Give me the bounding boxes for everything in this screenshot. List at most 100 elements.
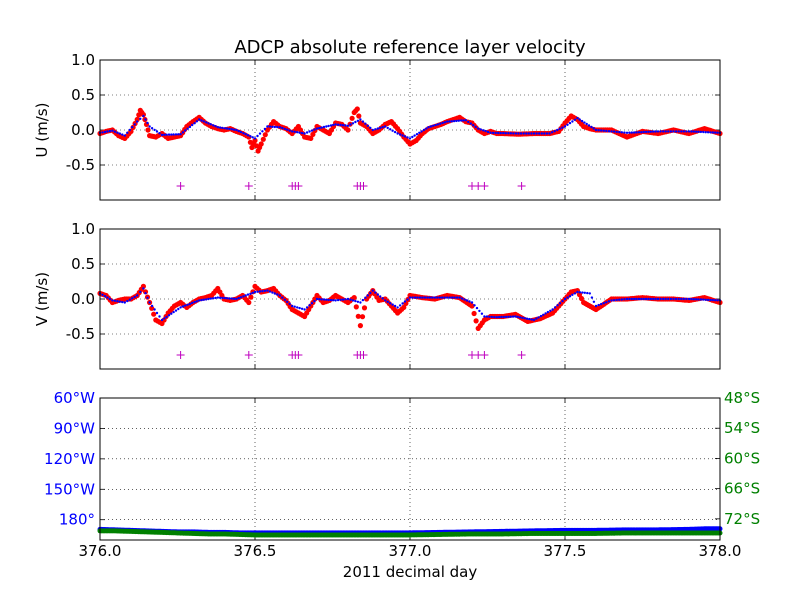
smoothed-point bbox=[376, 127, 379, 130]
smoothed-point bbox=[266, 125, 269, 128]
smoothed-point bbox=[228, 297, 231, 300]
smoothed-point bbox=[291, 304, 294, 308]
smoothed-point bbox=[475, 306, 479, 310]
smoothed-point bbox=[384, 125, 387, 128]
smoothed-point bbox=[480, 312, 484, 315]
smoothed-point bbox=[644, 130, 648, 134]
smoothed-point bbox=[465, 299, 469, 302]
smoothed-point bbox=[163, 317, 166, 320]
smoothed-point bbox=[322, 125, 326, 129]
longitude-tick-label: 120°W bbox=[44, 450, 95, 468]
smoothed-point bbox=[413, 296, 417, 299]
smoothed-point bbox=[423, 296, 427, 299]
longitude-tick-label: 60°W bbox=[54, 389, 96, 407]
smoothed-point bbox=[339, 298, 342, 301]
smoothed-point bbox=[251, 136, 254, 139]
flag-markers bbox=[176, 182, 526, 190]
smoothed-point bbox=[592, 300, 596, 303]
raw-point bbox=[145, 127, 151, 133]
smoothed-point bbox=[433, 296, 436, 299]
smoothed-point bbox=[607, 130, 611, 133]
smoothed-point bbox=[544, 312, 547, 315]
smoothed-point bbox=[184, 129, 187, 132]
smoothed-point bbox=[620, 298, 623, 301]
smoothed-point bbox=[136, 294, 139, 297]
smoothed-point bbox=[436, 123, 440, 126]
smoothed-point bbox=[568, 295, 572, 298]
flag-marker bbox=[294, 351, 303, 359]
smoothed-point bbox=[253, 290, 257, 294]
smoothed-point bbox=[341, 124, 345, 127]
smoothed-point bbox=[558, 127, 561, 130]
smoothed-point bbox=[239, 130, 243, 134]
smoothed-point bbox=[538, 132, 541, 135]
x-tick-label: 377.0 bbox=[389, 542, 432, 560]
smoothed-point bbox=[633, 297, 636, 301]
smoothed-point bbox=[418, 296, 422, 299]
smoothed-point bbox=[381, 126, 384, 129]
smoothed-point bbox=[144, 292, 147, 295]
smoothed-point bbox=[457, 119, 460, 122]
smoothed-point bbox=[649, 297, 652, 301]
smoothed-point bbox=[123, 134, 127, 137]
smoothed-point bbox=[467, 120, 470, 124]
smoothed-point bbox=[527, 132, 530, 135]
smoothed-point bbox=[486, 130, 490, 134]
smoothed-point bbox=[310, 302, 314, 305]
smoothed-point bbox=[133, 123, 136, 126]
smoothed-point bbox=[253, 137, 257, 140]
smoothed-point bbox=[543, 132, 546, 135]
smoothed-point bbox=[393, 130, 397, 134]
flag-marker bbox=[517, 351, 526, 359]
smoothed-point bbox=[261, 130, 264, 133]
smoothed-point bbox=[431, 296, 434, 299]
smoothed-point bbox=[647, 130, 650, 133]
smoothed-point bbox=[687, 297, 691, 301]
smoothed-point bbox=[334, 123, 337, 126]
smoothed-point bbox=[305, 306, 309, 309]
smoothed-point bbox=[118, 300, 122, 303]
smoothed-point bbox=[401, 134, 404, 137]
smoothed-point bbox=[662, 297, 665, 301]
smoothed-point bbox=[586, 291, 589, 295]
smoothed-point bbox=[532, 132, 536, 135]
smoothed-point bbox=[300, 307, 304, 310]
smoothed-point bbox=[411, 296, 414, 299]
smoothed-point bbox=[212, 124, 215, 127]
smoothed-point bbox=[146, 121, 149, 125]
smoothed-point bbox=[550, 131, 554, 134]
smoothed-point bbox=[334, 299, 337, 302]
smoothed-point bbox=[160, 318, 164, 322]
flag-marker bbox=[244, 351, 253, 359]
smoothed-point bbox=[179, 133, 182, 136]
smoothed-point bbox=[625, 297, 629, 301]
smoothed-point bbox=[366, 124, 369, 128]
smoothed-point bbox=[172, 133, 175, 136]
smoothed-point bbox=[497, 131, 500, 135]
smoothed-point bbox=[497, 315, 501, 319]
smoothed-point bbox=[674, 130, 678, 133]
y-tick-label: 1.0 bbox=[71, 51, 95, 69]
smoothed-point bbox=[214, 296, 217, 300]
smoothed-point bbox=[652, 297, 655, 301]
smoothed-point bbox=[142, 287, 145, 290]
position-panel: 60°W 90°W 120°W 150°W 180° 48°S 54°S 60°S 66°S 72… bbox=[44, 389, 760, 560]
raw-point bbox=[469, 303, 475, 309]
smoothed-point bbox=[318, 126, 321, 130]
smoothed-point bbox=[126, 131, 129, 134]
smoothed-point bbox=[610, 299, 613, 302]
smoothed-point bbox=[403, 300, 407, 303]
smoothed-point bbox=[163, 133, 166, 136]
axes-frame bbox=[99, 397, 721, 541]
smoothed-point bbox=[561, 299, 564, 303]
smoothed-point bbox=[408, 137, 412, 140]
smoothed-point bbox=[525, 317, 529, 320]
chart-title: ADCP absolute reference layer velocity bbox=[234, 37, 586, 58]
smoothed-point bbox=[669, 297, 673, 301]
smoothed-point bbox=[261, 290, 264, 293]
smoothed-point bbox=[188, 125, 192, 129]
raw-point bbox=[260, 136, 266, 142]
smoothed-point bbox=[181, 305, 185, 308]
smoothed-point bbox=[571, 120, 574, 123]
smoothed-point bbox=[354, 120, 357, 124]
